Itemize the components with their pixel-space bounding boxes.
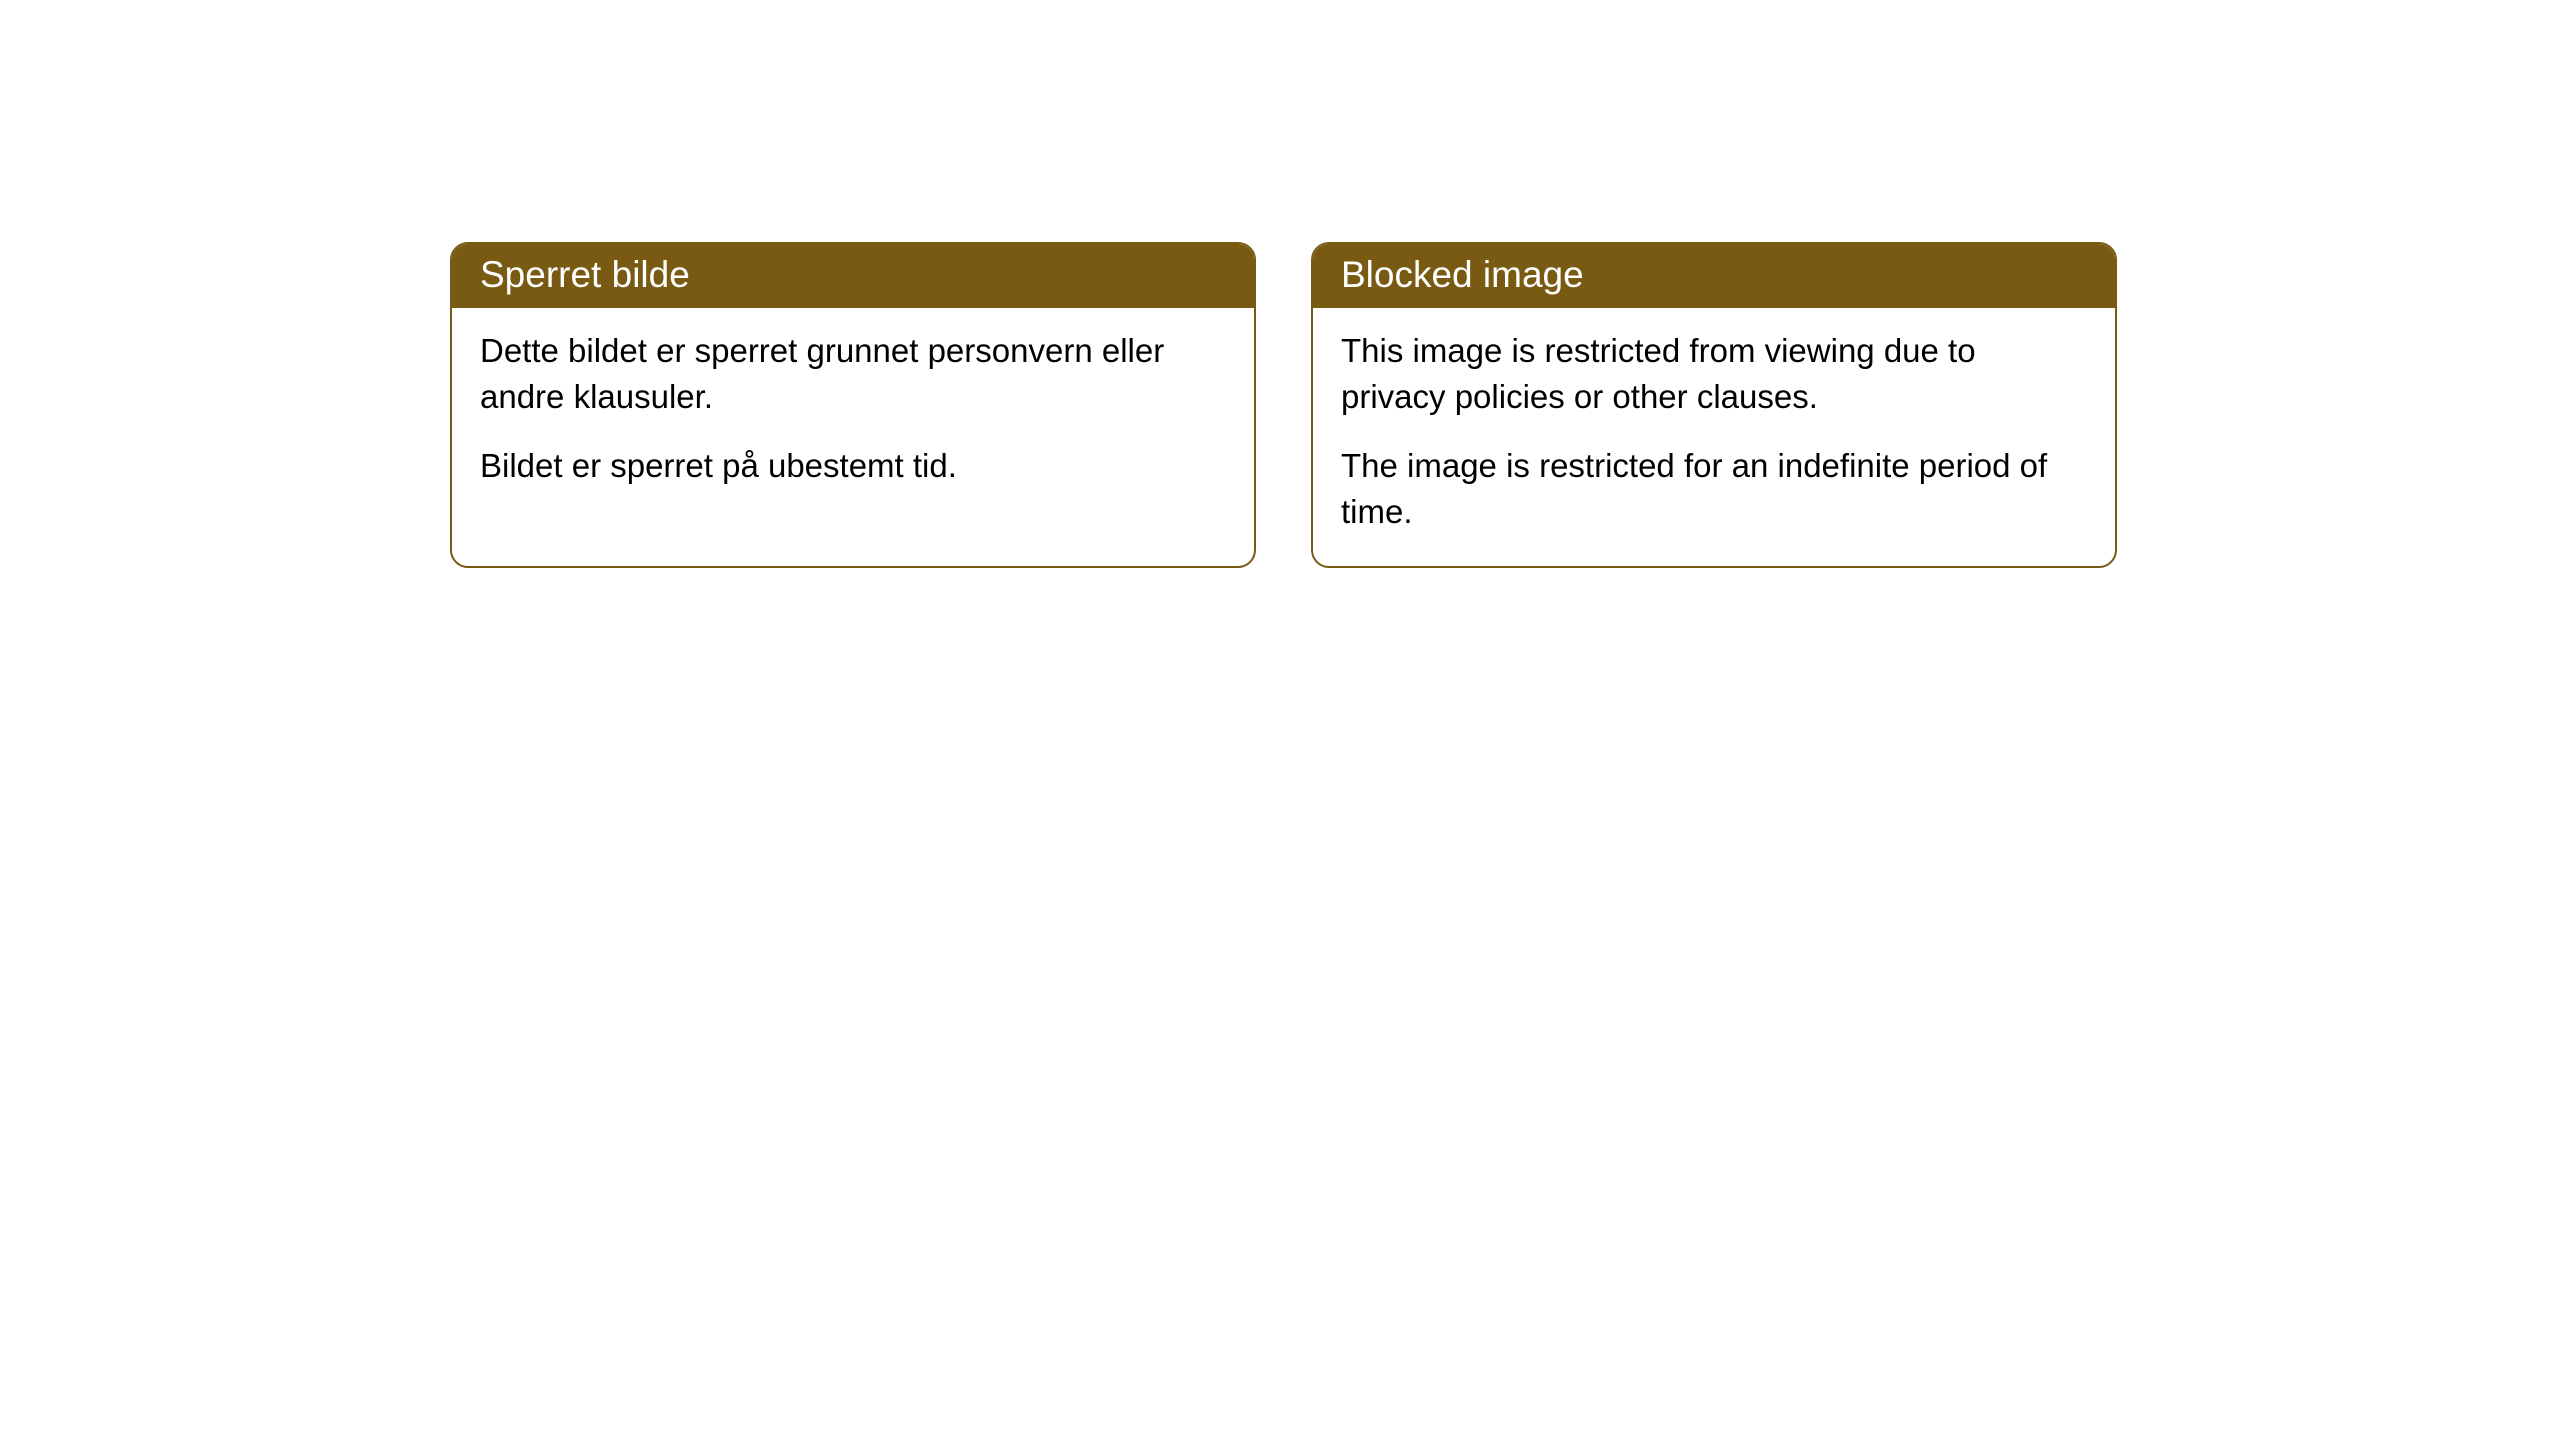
notice-card-english: Blocked image This image is restricted f… — [1311, 242, 2117, 568]
card-body-norwegian: Dette bildet er sperret grunnet personve… — [452, 308, 1254, 521]
notice-cards-container: Sperret bilde Dette bildet er sperret gr… — [450, 242, 2117, 568]
card-paragraph: The image is restricted for an indefinit… — [1341, 443, 2087, 534]
card-paragraph: Dette bildet er sperret grunnet personve… — [480, 328, 1226, 419]
notice-card-norwegian: Sperret bilde Dette bildet er sperret gr… — [450, 242, 1256, 568]
card-body-english: This image is restricted from viewing du… — [1313, 308, 2115, 566]
card-paragraph: This image is restricted from viewing du… — [1341, 328, 2087, 419]
card-header-english: Blocked image — [1313, 244, 2115, 308]
card-paragraph: Bildet er sperret på ubestemt tid. — [480, 443, 1226, 489]
card-header-norwegian: Sperret bilde — [452, 244, 1254, 308]
